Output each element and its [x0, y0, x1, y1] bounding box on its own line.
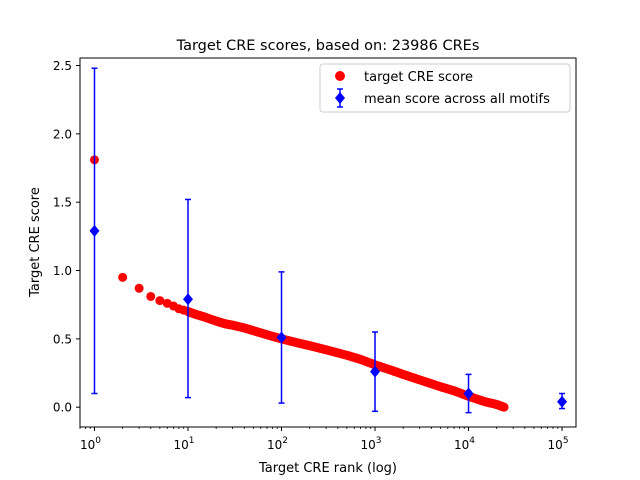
legend-box: [319, 63, 571, 113]
x-tick-label-base: 10: [267, 438, 282, 452]
mean-score-point: [276, 331, 287, 344]
mean-score-point: [89, 224, 100, 237]
x-tick-label-exponent: 3: [376, 436, 382, 446]
y-tick-label: 2.0: [53, 127, 72, 141]
x-tick-label-base: 10: [548, 438, 563, 452]
y-tick-label: 1.5: [53, 196, 72, 210]
y-tick-label: 0.5: [53, 332, 72, 346]
legend: target CRE score mean score across all m…: [319, 63, 571, 113]
x-tick-label-base: 10: [454, 438, 469, 452]
target-score-point: [134, 283, 144, 293]
target-score-point: [118, 272, 128, 282]
mean-score-point: [370, 365, 381, 378]
target-score-point: [499, 402, 509, 412]
plot-frame: [79, 57, 577, 428]
legend-label-target-score: target CRE score: [364, 70, 473, 85]
mean-score-point: [182, 293, 193, 306]
legend-marker-target-score: [335, 71, 345, 81]
x-tick-label: 101: [173, 436, 194, 452]
y-axis-ticks: 0.0 0.5 1.0 1.5 2.0 2.5: [53, 59, 80, 415]
x-tick-label-exponent: 1: [189, 436, 195, 446]
x-tick-label: 102: [267, 436, 288, 452]
x-tick-label: 100: [80, 436, 101, 452]
y-tick-label: 2.5: [53, 59, 72, 73]
target-score-point: [146, 291, 156, 301]
y-tick-label: 0.0: [53, 401, 72, 415]
x-axis-ticks: 100 101 102 103 104 105: [79, 427, 569, 452]
mean-score-point: [557, 395, 568, 408]
target-score-point: [155, 296, 165, 306]
mean-score-point: [463, 387, 474, 400]
x-tick-label-base: 10: [361, 438, 376, 452]
legend-label-mean-score: mean score across all motifs: [364, 92, 550, 107]
x-axis-label: Target CRE rank (log): [258, 461, 397, 476]
plot-area-marks: [89, 67, 568, 414]
x-tick-label-exponent: 4: [469, 436, 475, 446]
y-axis-label: Target CRE score: [28, 187, 43, 298]
x-tick-label-exponent: 0: [95, 436, 101, 446]
x-tick-label: 105: [548, 436, 569, 452]
x-tick-label-base: 10: [80, 438, 95, 452]
chart-title: Target CRE scores, based on: 23986 CREs: [176, 38, 480, 54]
x-tick-label-base: 10: [173, 438, 188, 452]
x-tick-label: 103: [361, 436, 382, 452]
y-tick-label: 1.0: [53, 264, 72, 278]
x-tick-label: 104: [454, 436, 475, 452]
x-tick-label-exponent: 5: [563, 436, 569, 446]
legend-marker-mean-score: [335, 92, 345, 104]
x-tick-label-exponent: 2: [282, 436, 288, 446]
